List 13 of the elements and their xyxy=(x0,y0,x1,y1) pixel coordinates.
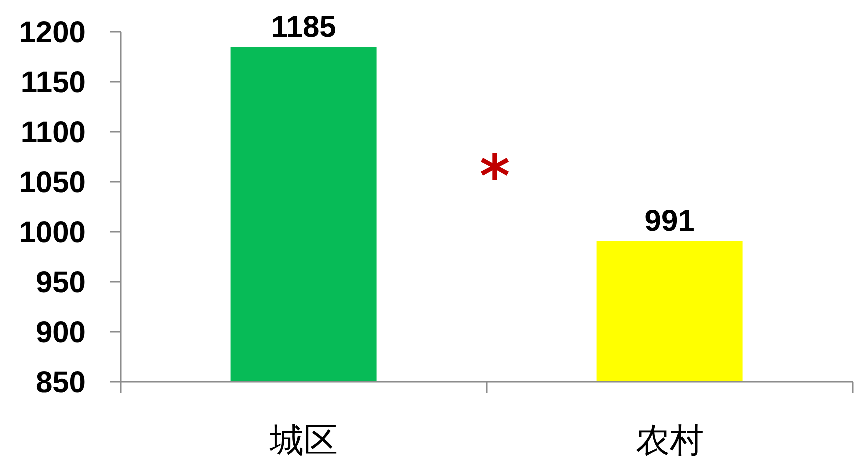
x-tick-label: 农村 xyxy=(636,421,704,460)
y-tick-label: 1000 xyxy=(19,216,86,250)
y-tick-label: 950 xyxy=(36,266,86,300)
data-label: 1185 xyxy=(271,11,336,44)
y-tick-label: 1150 xyxy=(20,66,86,100)
y-tick-label: 1050 xyxy=(19,166,86,200)
y-tick-label: 1200 xyxy=(19,16,86,50)
annotation: * xyxy=(480,142,510,211)
y-tick-label: 1100 xyxy=(20,116,86,150)
y-tick-label: 850 xyxy=(36,366,86,400)
data-label: 991 xyxy=(644,205,695,238)
x-tick-label: 城区 xyxy=(269,421,338,460)
y-tick-label: 900 xyxy=(36,316,86,350)
